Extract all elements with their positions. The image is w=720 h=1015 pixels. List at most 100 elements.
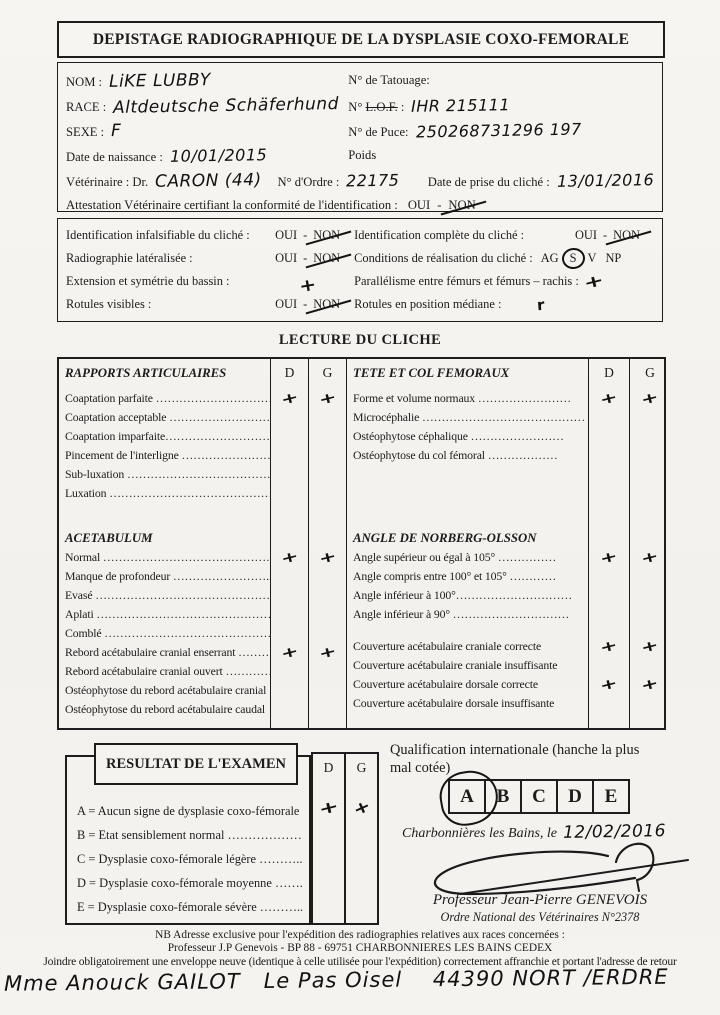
quality-checks-box: Identification infalsifiable du cliché :… [57,218,663,322]
signer-order-number: Ordre National des Vétérinaires N°2378 [440,910,640,924]
tatouage-label: N° de Tatouage: [348,73,430,87]
check-mark: + [598,674,620,695]
col-d-header: D [323,760,334,775]
handwritten-owner-address: Mme Anouck GAILOT Le Pas Oisel 44390 NOR… [3,964,669,996]
cell-g [629,427,670,446]
table-row: Angle inférieur à 90° ………………………… [347,605,670,624]
place-date-line: Charbonnières les Bains, le 12/02/2016 [402,821,666,843]
naissance-value: 10/01/2015 [169,145,268,166]
row-label: Couverture acétabulaire dorsale correcte [353,677,538,691]
check-label: Radiographie latéralisée : [66,251,193,265]
cell-d [588,408,629,427]
nom-value: LiKE LUBBY [108,69,212,92]
check-sep: - [303,228,308,242]
row-label: Pincement de l'interligne …………………… [65,448,270,462]
attestation-non-struck: NON [448,198,476,212]
lof-colon: : [397,100,405,114]
cell-d: + [588,637,629,656]
row-label: Coaptation parfaite …………………………… [65,391,270,405]
ordre-value: 22175 [346,170,400,191]
identity-row: RACE : Altdeutsche Schäferhund N° L.O.F. … [58,93,662,118]
check-mark: + [279,642,300,663]
check-oui: OUI [275,228,298,242]
table-row: Couverture acétabulaire dorsale correcte… [347,674,670,695]
cell-g [308,446,346,465]
cell-g: + [308,389,346,408]
col-d-header: D [270,359,308,389]
table-row: Ostéophytose du rebord acétabulaire caud… [59,700,346,719]
check-oui: OUI [574,228,597,242]
row-label: Angle supérieur ou égal à 105° …………… [353,550,557,564]
check-label: Parallélisme entre fémurs et fémurs – ra… [354,274,579,288]
check-mark: + [598,547,620,568]
table-row: Angle compris entre 100° et 105° ………… [347,567,670,586]
cell-d: + [270,389,308,408]
check-label: Conditions de réalisation du cliché : [354,251,533,265]
table-row: Pincement de l'interligne …………………… [59,446,346,465]
subsection-header-row: ACETABULUM [59,529,346,548]
cell-d [270,700,308,719]
row-label: Couverture acétabulaire craniale correct… [353,639,542,653]
table-row: Coaptation parfaite …………………………… + + [59,389,346,409]
table-row: Couverture acétabulaire craniale insuffi… [347,656,670,675]
table-row: Normal ……………………………………………… + + [59,548,346,568]
table-row: Sub-luxation ……………………………………. [59,465,346,484]
cell-d [270,465,308,484]
check-row: Identification complète du cliché : OUI -… [354,224,654,247]
cell-g [629,567,670,586]
cell-g: + [629,389,670,408]
table-row: Couverture acétabulaire craniale correct… [347,636,670,657]
check-mark: + [639,636,661,657]
table-header-row: TETE ET COL FEMORAUX D G [347,359,670,389]
result-col-d: D + [311,752,346,925]
naissance-label: Date de naissance : [66,150,163,164]
row-label: Ostéophytose du rebord acétabulaire caud… [65,702,266,716]
identity-row: Date de naissance : 10/01/2015 Poids [58,143,662,168]
signer-name: Professeur Jean-Pierre GENEVOIS [432,892,648,908]
row-label: Aplati ……………………………………………… [65,607,270,621]
check-non-struck: NON [313,297,341,311]
subsection-header: ACETABULUM [65,531,153,545]
check-mark: + [598,388,620,409]
cell-d: + [588,675,629,694]
cell-d: + [270,548,308,567]
filler-row [347,713,670,728]
cell-d [270,662,308,681]
lof-prefix: N° [348,100,363,114]
row-label: Angle compris entre 100° et 105° ………… [353,569,557,583]
row-label: Comblé …………………………………………… [65,626,270,640]
ordre-label: N° d'Ordre : [277,175,340,189]
cell-d [588,446,629,465]
result-row: B = Etat sensiblement normal ……………… [67,823,309,847]
check-row: Rotules en position médiane : r [354,293,654,316]
lecture-left-half: RAPPORTS ARTICULAIRES D G Coaptation par… [59,359,347,728]
check-mark: + [279,388,300,409]
table-row: Rebord acétabulaire cranial enserrant ……… [59,642,346,663]
result-row: A = Aucun signe de dysplasie coxo-fémora… [67,799,309,823]
cell-d [270,681,308,700]
sexe-label: SEXE : [66,124,105,139]
footer-line3: Joindre obligatoirement une enveloppe ne… [43,955,677,968]
lecture-table: RAPPORTS ARTICULAIRES D G Coaptation par… [57,357,666,730]
check-non-struck: NON [313,251,341,265]
check-row: Radiographie latéralisée : OUI - NON [66,247,354,270]
result-label: C = Dysplasie coxo-fémorale légère ……….. [77,851,303,866]
row-label: Ostéophytose céphalique …………………… [353,429,564,443]
section-header: TETE ET COL FEMORAUX [353,366,510,380]
attestation-label: Attestation Vétérinaire certifiant la co… [66,198,398,212]
check-sep: - [303,297,308,311]
row-label: Couverture acétabulaire craniale insuffi… [353,658,558,672]
veterinaire-value: CARON (44) [155,169,263,192]
check-label: Rotules en position médiane : [354,297,502,311]
option-ag: AG [540,251,559,265]
cell-g [308,427,346,446]
check-row: Parallélisme entre fémurs et fémurs – ra… [354,270,654,293]
table-row: Ostéophytose du rebord acétabulaire cran… [59,681,346,700]
result-row: D = Dysplasie coxo-fémorale moyenne ……. [67,871,309,895]
cell-d [270,586,308,605]
result-col-g: G + [344,752,379,925]
check-mark: + [349,795,374,820]
cell-d: + [588,389,629,408]
check-mark: + [639,674,661,695]
grade-d-box: D [556,779,594,814]
